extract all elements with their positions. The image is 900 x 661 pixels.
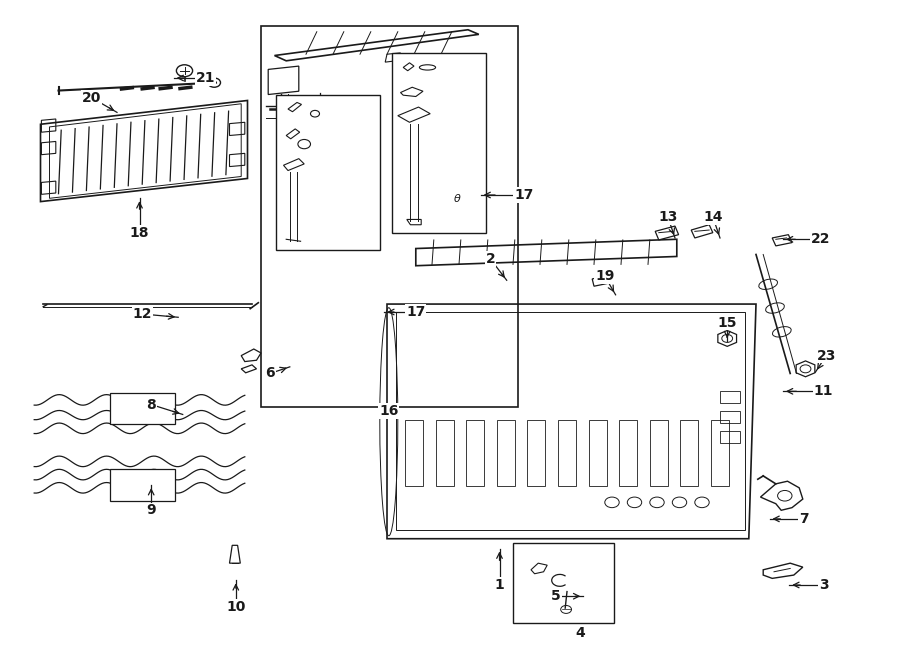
Bar (276, 95, 380, 250)
Text: 15: 15 (717, 315, 737, 330)
Bar (711, 420, 729, 486)
Text: 4: 4 (576, 626, 585, 641)
Text: 14: 14 (703, 210, 723, 224)
Bar (720, 411, 740, 423)
Text: 23: 23 (816, 348, 836, 363)
Text: 22: 22 (811, 232, 831, 247)
Text: 20: 20 (82, 91, 102, 105)
Bar (619, 420, 637, 486)
Text: 2: 2 (486, 252, 495, 266)
Text: 7: 7 (799, 512, 808, 526)
Text: 8: 8 (147, 397, 156, 412)
Bar (497, 420, 515, 486)
Text: $\theta$: $\theta$ (453, 192, 462, 204)
Bar (650, 420, 668, 486)
Bar (527, 420, 545, 486)
Text: 9: 9 (147, 503, 156, 518)
Text: 17: 17 (406, 305, 426, 319)
Bar (436, 420, 454, 486)
Bar (680, 420, 698, 486)
Text: 16: 16 (379, 404, 399, 418)
Bar (405, 420, 423, 486)
Bar (558, 420, 576, 486)
Text: 1: 1 (495, 578, 504, 592)
Text: 10: 10 (226, 600, 246, 614)
Text: 21: 21 (195, 71, 215, 85)
Bar (261, 26, 518, 407)
Text: 13: 13 (658, 210, 678, 224)
Text: 18: 18 (130, 225, 149, 240)
Bar (392, 53, 486, 233)
Text: 5: 5 (552, 589, 561, 603)
Bar (466, 420, 484, 486)
Bar (589, 420, 607, 486)
Text: 19: 19 (595, 269, 615, 284)
Text: 6: 6 (266, 366, 274, 381)
Bar (110, 393, 175, 424)
Text: 11: 11 (814, 384, 833, 399)
Text: 3: 3 (819, 578, 828, 592)
Bar (513, 543, 614, 623)
Bar (720, 431, 740, 443)
Text: 12: 12 (132, 307, 152, 321)
Text: 17: 17 (514, 188, 534, 202)
Bar (720, 391, 740, 403)
Bar (110, 469, 175, 501)
